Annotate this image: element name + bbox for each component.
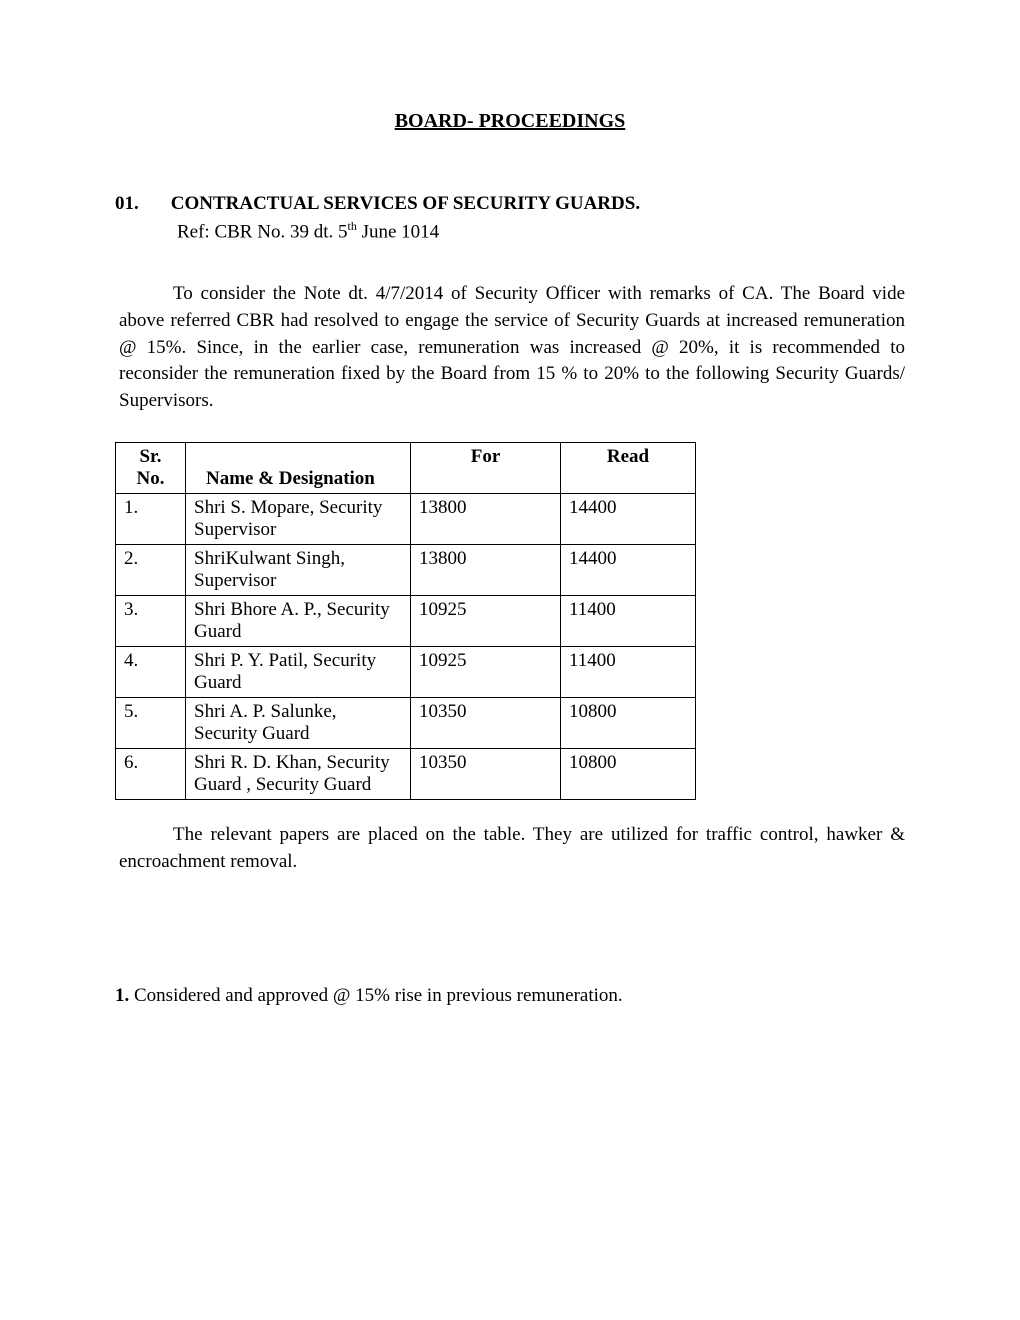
table-row: 2. ShriKulwant Singh, Supervisor 13800 1… [116,545,696,596]
cell-for: 10350 [411,698,561,749]
cell-sr: 2. [116,545,186,596]
section-title: CONTRACTUAL SERVICES OF SECURITY GUARDS. [171,193,640,215]
ref-prefix: Ref: CBR No. 39 dt. 5 [177,221,347,242]
cell-for: 10925 [411,647,561,698]
table-header-row: Sr.No. Name & Designation For Read [116,443,696,494]
cell-name: Shri P. Y. Patil, Security Guard [186,647,411,698]
cell-for: 13800 [411,545,561,596]
cell-sr: 1. [116,494,186,545]
cell-name: Shri S. Mopare, Security Supervisor [186,494,411,545]
table-row: 6. Shri R. D. Khan, Security Guard , Sec… [116,749,696,800]
ref-suffix: June 1014 [357,221,439,242]
cell-read: 14400 [561,494,696,545]
remuneration-table-container: Sr.No. Name & Designation For Read 1. Sh… [115,442,905,800]
cell-name: ShriKulwant Singh, Supervisor [186,545,411,596]
cell-read: 11400 [561,647,696,698]
cell-for: 10925 [411,596,561,647]
cell-read: 10800 [561,698,696,749]
document-title: BOARD- PROCEEDINGS [115,110,905,133]
paragraph-2: The relevant papers are placed on the ta… [119,822,905,875]
resolution-line: 1. Considered and approved @ 15% rise in… [115,985,905,1007]
cell-for: 13800 [411,494,561,545]
header-name: Name & Designation [186,443,411,494]
ref-superscript: th [347,219,356,233]
cell-sr: 3. [116,596,186,647]
section-number: 01. [115,193,139,215]
cell-name: Shri A. P. Salunke, Security Guard [186,698,411,749]
resolution-text: Considered and approved @ 15% rise in pr… [129,985,622,1006]
paragraph-1: To consider the Note dt. 4/7/2014 of Sec… [119,281,905,414]
header-for: For [411,443,561,494]
cell-for: 10350 [411,749,561,800]
cell-read: 11400 [561,596,696,647]
cell-sr: 4. [116,647,186,698]
table-row: 1. Shri S. Mopare, Security Supervisor 1… [116,494,696,545]
cell-name: Shri Bhore A. P., Security Guard [186,596,411,647]
resolution-number: 1. [115,985,129,1006]
table-row: 5. Shri A. P. Salunke, Security Guard 10… [116,698,696,749]
header-sr: Sr.No. [116,443,186,494]
section-header: 01. CONTRACTUAL SERVICES OF SECURITY GUA… [115,193,905,215]
header-read: Read [561,443,696,494]
remuneration-table: Sr.No. Name & Designation For Read 1. Sh… [115,442,696,800]
table-row: 3. Shri Bhore A. P., Security Guard 1092… [116,596,696,647]
cell-read: 10800 [561,749,696,800]
cell-name: Shri R. D. Khan, Security Guard , Securi… [186,749,411,800]
cell-read: 14400 [561,545,696,596]
table-row: 4. Shri P. Y. Patil, Security Guard 1092… [116,647,696,698]
reference-line: Ref: CBR No. 39 dt. 5th June 1014 [177,219,905,243]
cell-sr: 6. [116,749,186,800]
cell-sr: 5. [116,698,186,749]
